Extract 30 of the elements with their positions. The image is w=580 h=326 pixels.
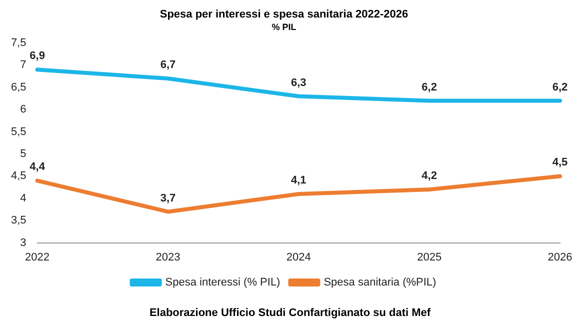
y-tick-label: 4	[20, 192, 26, 204]
legend-label: Spesa interessi (% PIL)	[165, 276, 280, 289]
y-tick-label: 7	[20, 59, 26, 72]
text: Elaborazione Ufficio Studi Confartigianato su dati Mef	[148, 306, 432, 321]
y-tick-label: 3	[20, 236, 26, 249]
y-tick-label: 6	[20, 104, 26, 116]
data-label: 6,7	[160, 59, 176, 72]
y-tick-label: 5	[20, 148, 26, 160]
x-tick-label: 2022	[25, 251, 50, 264]
legend-label: Spesa sanitaria (%PIL)	[324, 276, 436, 289]
x-tick-label: 2023	[156, 251, 180, 264]
y-tick-label: 5,5	[10, 126, 26, 138]
data-label: 4,1	[290, 174, 306, 186]
data-label: 6,9	[30, 50, 45, 62]
data-label: 3,7	[160, 192, 176, 204]
data-label: 4,4	[30, 161, 46, 174]
y-tick-label: 4,5	[10, 170, 26, 182]
x-tick-label: 2026	[548, 251, 572, 264]
data-label: 6,2	[552, 81, 568, 94]
chart-subtitle: % PIL	[272, 22, 297, 32]
chart-title: Spesa per interessi e spesa sanitaria 2022-2026	[160, 8, 408, 21]
data-label: 4,5	[552, 156, 568, 169]
y-tick-label: 3,5	[10, 214, 26, 227]
y-tick-label: 7,5	[10, 37, 26, 50]
y-tick-label: 6,5	[10, 81, 26, 94]
x-tick-label: 2024	[286, 251, 311, 264]
data-label: 6,3	[290, 76, 306, 89]
x-tick-label: 2025	[417, 251, 442, 264]
data-label: 6,2	[422, 81, 437, 94]
data-label: 4,2	[422, 170, 437, 182]
